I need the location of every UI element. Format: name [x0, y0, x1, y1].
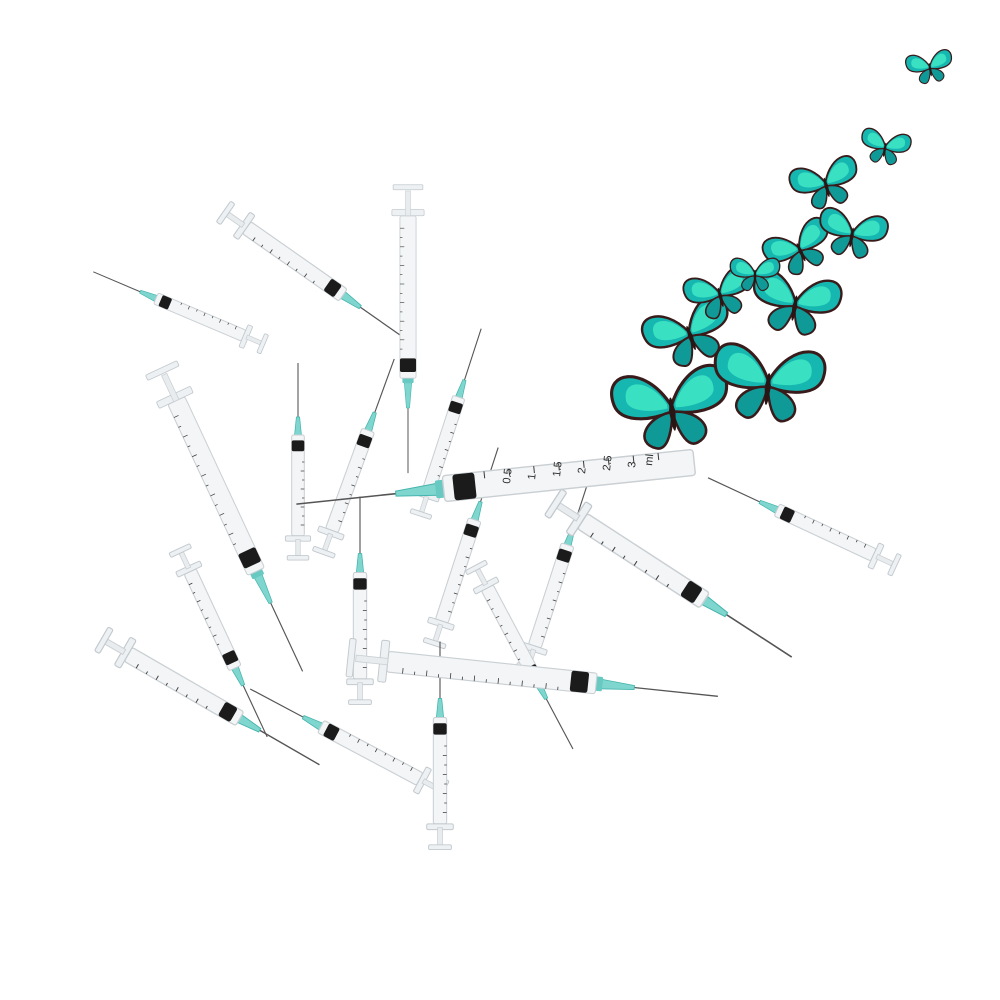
main-syringe	[296, 448, 696, 505]
syringe-icon	[701, 465, 903, 579]
butterfly-icon	[903, 47, 956, 87]
scale-label: 2.5	[601, 455, 615, 471]
scale-label: 2	[576, 467, 589, 474]
butterfly-icon	[607, 361, 736, 456]
syringe-icon	[284, 362, 312, 561]
butterfly-icon	[857, 126, 913, 169]
main-syringe-scale: 0.5 1 1.5 2 2.5 3 ml	[501, 454, 656, 485]
syringe-icon	[310, 353, 408, 560]
scale-label: 3	[626, 461, 639, 468]
scale-unit: ml	[643, 454, 656, 467]
syringe-icon	[88, 260, 270, 357]
syringe-icon	[243, 676, 451, 805]
syringe-icon	[542, 485, 803, 674]
syringe-icon	[92, 624, 329, 780]
butterfly-icon	[786, 152, 866, 216]
scale-label: 1	[526, 473, 539, 480]
butterfly-icon	[708, 340, 829, 427]
syringe-icon	[391, 184, 425, 474]
scale-label: 0.5	[501, 468, 515, 484]
syringe-icon	[462, 558, 586, 756]
scale-label: 1.5	[551, 461, 565, 477]
